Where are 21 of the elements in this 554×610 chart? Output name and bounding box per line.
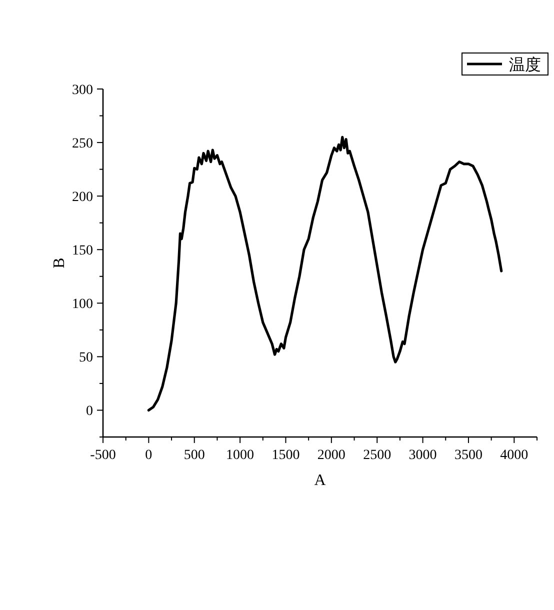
y-axis-title: B [51,258,68,268]
x-tick-label: 3000 [408,448,437,463]
x-tick-label: 0 [145,448,152,463]
x-axis-title: A [314,472,326,489]
x-tick-label: 2500 [363,448,392,463]
y-tick-label: 300 [72,83,93,98]
y-tick-label: 150 [72,244,93,259]
x-tick-label: 3500 [454,448,482,463]
y-tick-label: 100 [72,297,93,312]
x-tick-label: 1000 [226,448,254,463]
y-tick-label: 50 [79,350,93,366]
x-tick-label: -500 [90,448,116,463]
x-tick-label: 500 [184,448,205,463]
y-tick-label: 0 [86,404,93,420]
x-tick-label: 4000 [500,448,528,463]
y-tick-label: 200 [72,190,93,206]
legend-label: 温度 [509,56,541,74]
x-tick-label: 1500 [272,448,300,463]
x-tick-label: 2000 [317,448,346,463]
y-tick-label: 250 [72,136,93,152]
legend: 温度 [462,52,548,76]
